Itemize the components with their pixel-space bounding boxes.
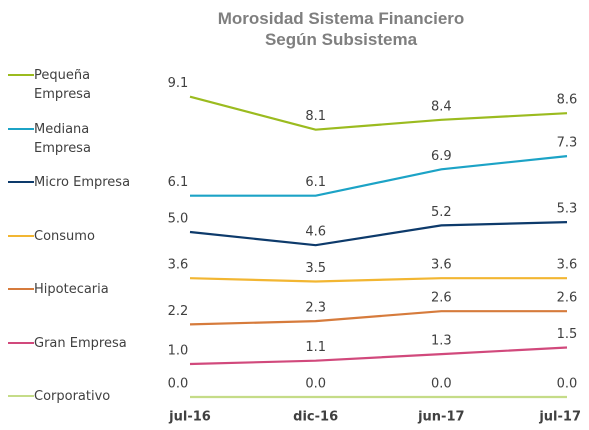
legend-item: Micro Empresa xyxy=(8,173,134,192)
legend-item: Consumo xyxy=(8,227,134,246)
legend-item: Gran Empresa xyxy=(8,334,134,353)
legend-label: Pequeña Empresa xyxy=(34,68,91,102)
series-line xyxy=(189,310,567,326)
data-label: 3.6 xyxy=(557,258,578,273)
data-label: 8.1 xyxy=(305,109,326,124)
legend-item: Hipotecaria xyxy=(8,280,134,299)
data-label: 6.1 xyxy=(168,175,189,190)
data-label: 7.3 xyxy=(557,136,578,151)
series-line xyxy=(190,155,568,197)
data-label: 0.0 xyxy=(557,377,578,392)
series-line xyxy=(189,346,568,366)
data-label: 5.2 xyxy=(431,205,452,220)
data-label: 4.6 xyxy=(305,225,326,240)
legend-label: Micro Empresa xyxy=(34,175,131,190)
legend-swatch xyxy=(8,181,34,183)
legend-label: Hipotecaria xyxy=(34,282,109,297)
data-label: 9.1 xyxy=(168,76,189,91)
data-label: 1.1 xyxy=(305,340,326,355)
x-tick-label: jul-17 xyxy=(538,410,581,425)
legend-swatch xyxy=(8,288,34,290)
data-label: 3.5 xyxy=(305,261,326,276)
data-label: 2.2 xyxy=(168,304,189,319)
data-label: 3.6 xyxy=(168,258,189,273)
data-label: 0.0 xyxy=(431,377,452,392)
data-label: 1.5 xyxy=(557,327,578,342)
legend-label: Mediana Empresa xyxy=(34,121,91,156)
data-label: 0.0 xyxy=(168,377,189,392)
data-label: 6.9 xyxy=(431,149,452,164)
data-label: 5.3 xyxy=(557,202,578,217)
legend-item: Pequeña Empresa xyxy=(8,66,134,104)
legend-swatch xyxy=(8,234,34,237)
legend-label: Gran Empresa xyxy=(34,335,127,351)
data-label: 1.0 xyxy=(168,344,189,359)
data-label: 0.0 xyxy=(305,377,326,392)
data-label: 1.3 xyxy=(431,334,452,349)
x-tick-label: dic-16 xyxy=(293,410,338,425)
legend-item: Mediana Empresa xyxy=(8,120,134,158)
legend-label: Corporativo xyxy=(34,389,111,404)
legend-swatch xyxy=(8,127,34,130)
legend-swatch xyxy=(8,74,34,76)
x-tick-label: jul-16 xyxy=(168,410,211,425)
data-label: 2.6 xyxy=(557,291,578,306)
legend-label: Consumo xyxy=(34,228,95,244)
legend-item: Corporativo xyxy=(8,387,134,406)
data-label: 8.6 xyxy=(557,93,578,108)
legend-swatch xyxy=(8,395,34,397)
chart-title: Morosidad Sistema Financiero Según Subsi… xyxy=(217,9,465,49)
series-line xyxy=(189,95,568,131)
x-tick-label: jun-17 xyxy=(417,410,464,425)
series-line xyxy=(189,221,568,247)
data-label: 8.4 xyxy=(431,99,452,114)
data-label: 3.6 xyxy=(431,258,452,273)
data-label: 6.1 xyxy=(305,175,326,190)
data-label: 2.6 xyxy=(431,291,452,306)
data-label: 5.0 xyxy=(168,212,189,227)
series-line xyxy=(189,277,567,283)
data-label: 2.3 xyxy=(305,301,326,316)
legend-swatch xyxy=(8,341,34,344)
